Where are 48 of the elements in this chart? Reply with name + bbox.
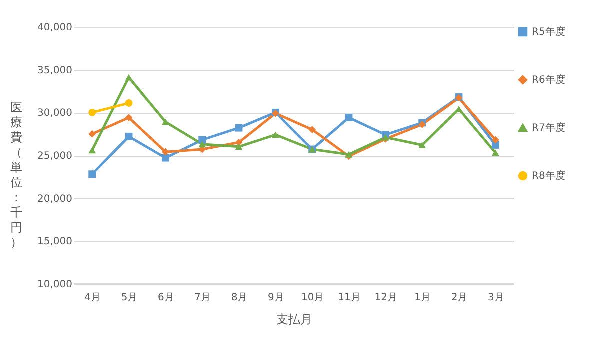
x-tick-label: 8月 xyxy=(231,292,248,304)
x-tick-label: 1月 xyxy=(414,292,432,304)
point xyxy=(308,126,316,134)
x-tick-label: 11月 xyxy=(338,292,361,304)
legend-label: R5年度 xyxy=(532,26,566,38)
x-tick-label: 6月 xyxy=(158,292,174,304)
y-tick-label: 25,000 xyxy=(38,151,72,162)
x-tick-label: 5月 xyxy=(121,292,138,304)
point xyxy=(418,142,426,148)
point xyxy=(125,100,133,107)
legend-label: R7年度 xyxy=(532,122,566,134)
y-tick-label: 15,000 xyxy=(38,236,72,248)
point xyxy=(125,114,133,122)
point xyxy=(162,118,170,126)
y-tick-label: 40,000 xyxy=(38,22,72,34)
point xyxy=(88,147,96,154)
point xyxy=(162,154,170,162)
x-axis-title: 支払月 xyxy=(276,312,312,326)
point xyxy=(162,148,170,156)
point xyxy=(345,151,353,158)
x-tick-label: 2月 xyxy=(451,292,468,304)
x-tick-label: 7月 xyxy=(194,292,212,304)
y-tick-label: 30,000 xyxy=(38,108,72,120)
point xyxy=(88,170,96,178)
legend-label: R6年度 xyxy=(532,74,566,86)
point xyxy=(345,114,353,122)
point xyxy=(492,150,500,156)
point xyxy=(125,132,133,140)
point xyxy=(235,124,243,132)
y-tick-label: 20,000 xyxy=(38,194,72,205)
point xyxy=(88,130,96,138)
y-tick-label: 35,000 xyxy=(38,65,72,76)
point xyxy=(272,132,280,138)
x-tick-label: 4月 xyxy=(84,292,102,304)
point xyxy=(492,136,500,144)
point xyxy=(492,142,500,149)
point xyxy=(198,141,206,148)
legend-label: R8年度 xyxy=(532,170,566,182)
text: 医療費（単位：千円） xyxy=(10,100,22,250)
point xyxy=(125,74,133,81)
x-tick-label: 9月 xyxy=(268,292,284,304)
x-tick-label: 3月 xyxy=(488,292,504,304)
x-tick-label: 12月 xyxy=(374,292,398,304)
point xyxy=(88,108,96,116)
point xyxy=(235,144,243,150)
point xyxy=(198,136,206,144)
x-tick-label: 10月 xyxy=(301,292,324,304)
y-tick-label: 10,000 xyxy=(38,280,72,290)
